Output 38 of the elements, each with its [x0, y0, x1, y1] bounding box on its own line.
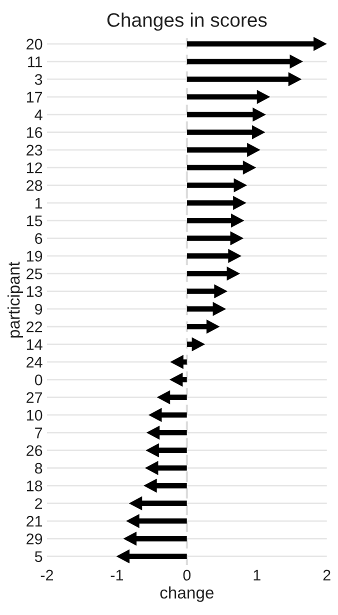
y-tick-label: 29: [26, 534, 42, 544]
y-tick-label: 21: [26, 516, 42, 527]
y-tick-label: 23: [26, 144, 42, 156]
y-tick-label: 16: [26, 127, 42, 138]
y-tick-label: 20: [26, 38, 42, 50]
y-tick-label: 2: [35, 498, 42, 509]
x-tick-label: 1: [254, 570, 260, 580]
y-tick-label: 5: [34, 551, 42, 562]
y-tick-label: 1: [35, 198, 42, 208]
x-tick-label: -1: [110, 570, 123, 580]
y-tick-label: 25: [26, 268, 42, 280]
x-tick-label: 0: [183, 570, 191, 581]
y-tick-label: 11: [28, 56, 42, 68]
y-tick-label: 0: [34, 374, 42, 386]
y-tick-label: 22: [26, 321, 42, 332]
x-tick-label: -2: [40, 570, 54, 580]
y-tick-label: 19: [26, 250, 42, 262]
y-tick-label: 17: [26, 92, 42, 102]
y-tick-label: 24: [26, 356, 42, 368]
y-tick-label: 10: [26, 410, 42, 421]
y-tick-label: 14: [26, 339, 42, 350]
y-tick-label: 4: [34, 110, 42, 120]
x-tick-label: 2: [323, 570, 330, 580]
y-tick-label: 26: [26, 445, 42, 456]
y-tick-label: 28: [26, 180, 42, 191]
x-axis-title: change: [160, 586, 214, 602]
y-tick-label: 3: [34, 74, 42, 85]
y-axis-title: participant: [8, 262, 24, 338]
chart-title: Changes in scores: [107, 12, 267, 31]
y-tick-label: 18: [26, 480, 42, 492]
y-tick-label: 12: [26, 162, 42, 174]
y-tick-label: 7: [35, 428, 42, 438]
y-tick-label: 9: [35, 304, 42, 315]
y-tick-label: 13: [26, 286, 42, 297]
y-tick-label: 15: [26, 216, 42, 226]
y-tick-label: 8: [34, 462, 42, 474]
y-tick-label: 27: [26, 392, 42, 403]
y-tick-label: 6: [35, 233, 42, 244]
